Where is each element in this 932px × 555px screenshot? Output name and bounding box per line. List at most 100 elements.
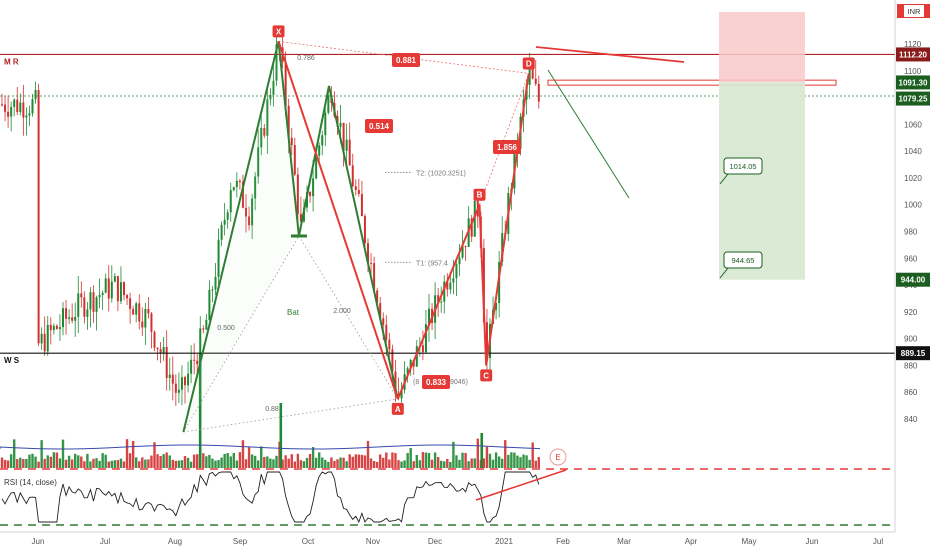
candle-body [534, 78, 537, 84]
candle-body [104, 278, 107, 293]
volume-bar [433, 452, 437, 468]
volume-bar [537, 457, 540, 468]
pattern-point-badge[interactable] [522, 57, 535, 70]
candle-body [187, 373, 190, 386]
volume-bar [52, 452, 56, 468]
leg-ox[interactable] [182, 41, 280, 433]
price-tick-label: 960 [904, 254, 918, 263]
candle-body [208, 289, 211, 320]
stop-loss-zone[interactable] [719, 12, 805, 83]
volume-bar [49, 456, 52, 468]
volume-bar [333, 460, 336, 468]
volume-bar [116, 460, 120, 468]
axis-price-label[interactable] [896, 91, 930, 106]
pattern-point-badge[interactable] [391, 402, 404, 415]
candle-body [495, 302, 498, 310]
volume-bar [156, 454, 159, 468]
candle-body [470, 218, 473, 237]
candle-body [226, 212, 229, 220]
candle-body [260, 127, 263, 148]
leg-green-inner[interactable] [297, 85, 399, 400]
take-profit-zone[interactable] [719, 82, 805, 280]
volume-bar [308, 453, 312, 468]
volume-bar [449, 461, 452, 468]
ratio-badge[interactable] [493, 140, 521, 154]
candle-body [235, 180, 238, 188]
candle-body [245, 207, 247, 217]
candle-body [55, 325, 58, 329]
volume-bar [9, 454, 13, 468]
volume-bar [67, 455, 71, 468]
volume-bar [168, 455, 171, 468]
rsi-divergence-line[interactable] [475, 469, 567, 501]
candle-body [327, 95, 330, 113]
projection-line[interactable] [547, 69, 630, 199]
volume-bar [385, 452, 388, 468]
price-callout[interactable] [723, 251, 763, 269]
volume-bar [70, 459, 74, 468]
entry-zone[interactable] [547, 79, 837, 86]
ratio-badge[interactable] [365, 119, 393, 133]
volume-bar [314, 457, 318, 468]
candle-body [373, 263, 376, 291]
candle-body [275, 44, 278, 81]
candle-body [34, 89, 37, 100]
candle-body [138, 303, 141, 322]
candle-body [28, 113, 31, 116]
axis-price-label[interactable] [896, 272, 930, 287]
pattern-point-badge[interactable] [480, 369, 493, 382]
volume-bar [336, 459, 339, 468]
pattern-point-badge[interactable] [473, 188, 486, 201]
candle-body [284, 61, 287, 106]
candle-body [25, 115, 28, 118]
earnings-event-marker[interactable] [549, 448, 567, 466]
candle-body [485, 322, 488, 358]
candle-body [409, 359, 412, 369]
volume-bar [366, 440, 370, 468]
volume-bar [226, 453, 229, 468]
candle-body [144, 308, 147, 328]
price-callout[interactable] [723, 157, 763, 175]
candle-body [49, 324, 52, 331]
leg-x-b[interactable] [277, 41, 300, 237]
volume-bar [250, 454, 254, 468]
volume-bar [339, 457, 342, 468]
candle-body [385, 324, 388, 340]
candle-body [461, 246, 464, 258]
candle-body [376, 290, 379, 304]
volume-bar [382, 457, 385, 468]
price-callout-text: 944.65 [732, 256, 755, 265]
volume-spike [198, 353, 202, 468]
volume-bar [510, 452, 513, 468]
volume-bar [275, 455, 278, 468]
axis-price-label-text: 889.15 [901, 349, 926, 358]
price-callout-pointer [719, 267, 729, 279]
volume-bar [58, 458, 62, 468]
candle-body [406, 368, 409, 375]
axis-price-label[interactable] [896, 75, 930, 90]
volume-bar [525, 455, 528, 468]
candle-body [315, 155, 318, 179]
ratio-badge[interactable] [422, 375, 450, 389]
volume-bar [43, 458, 46, 468]
candle-body [193, 359, 196, 361]
volume-bar [19, 457, 22, 468]
volume-bar [305, 457, 309, 468]
candle-body [464, 246, 467, 248]
leg-xa[interactable] [277, 41, 399, 400]
candle-body [165, 347, 168, 379]
volume-bar [375, 461, 379, 468]
pattern-point-badge[interactable] [272, 25, 285, 38]
axis-price-label[interactable] [896, 346, 930, 361]
time-tick-label: Jun [32, 537, 45, 546]
volume-bar [80, 456, 83, 468]
leg-abcd[interactable] [396, 73, 530, 400]
volume-bar [327, 461, 330, 468]
volume-bar [208, 454, 211, 468]
volume-bar [321, 457, 324, 468]
ratio-badge[interactable] [392, 53, 420, 67]
volume-bar [89, 461, 92, 468]
axis-price-label[interactable] [896, 47, 930, 62]
resistance-trendline[interactable] [535, 46, 685, 63]
